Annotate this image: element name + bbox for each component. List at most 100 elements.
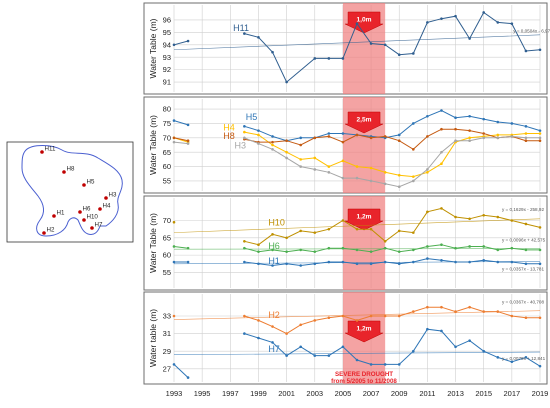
- data-point: [397, 250, 401, 253]
- data-point: [524, 248, 528, 252]
- data-point: [341, 159, 345, 163]
- data-point: [285, 354, 288, 357]
- data-point: [313, 250, 317, 253]
- data-point: [313, 156, 317, 160]
- data-point: [313, 136, 317, 140]
- data-point: [383, 363, 387, 366]
- data-point: [369, 179, 373, 183]
- data-point: [355, 319, 359, 322]
- y-tick-label: 29: [163, 347, 171, 356]
- data-point: [397, 139, 401, 142]
- data-point: [538, 139, 542, 142]
- data-point: [397, 229, 401, 233]
- data-point: [538, 364, 542, 368]
- data-point: [440, 150, 443, 154]
- data-point: [426, 210, 429, 214]
- data-point: [369, 363, 373, 366]
- x-tick-label: 2007: [363, 389, 380, 398]
- data-point: [299, 248, 302, 252]
- data-point: [327, 57, 331, 60]
- y-tick-label: 31: [163, 329, 171, 338]
- y-tick-label: 65: [163, 148, 171, 157]
- data-point: [510, 122, 514, 125]
- data-point: [341, 176, 345, 180]
- series-label: H7: [268, 344, 280, 354]
- well-marker-h2: [42, 231, 46, 235]
- data-point: [510, 135, 514, 138]
- y-tick-label: 96: [163, 16, 171, 25]
- data-point: [341, 314, 345, 318]
- series-line: [173, 328, 541, 378]
- x-tick-label: 2017: [504, 389, 521, 398]
- well-marker-h7: [90, 226, 94, 230]
- data-point: [172, 363, 176, 366]
- data-point: [454, 14, 457, 18]
- data-point: [440, 329, 443, 333]
- data-point: [496, 21, 500, 24]
- data-point: [538, 316, 542, 320]
- y-axis-label: Water Table (m): [148, 213, 158, 273]
- data-point: [510, 219, 514, 222]
- drop-arrow-label: 1,0m: [357, 16, 372, 23]
- data-point: [172, 136, 176, 140]
- data-point: [327, 260, 331, 264]
- data-point: [369, 42, 373, 45]
- data-point: [538, 248, 542, 252]
- drought-label-line1: SEVERE DROUGHT: [335, 371, 393, 378]
- data-point: [468, 139, 471, 142]
- data-point: [383, 171, 387, 174]
- y-tick-label: 95: [163, 28, 171, 37]
- data-point: [482, 214, 485, 217]
- data-point: [243, 332, 246, 335]
- data-point: [327, 135, 331, 138]
- data-point: [468, 37, 471, 40]
- series-label: H8: [223, 131, 235, 141]
- data-point: [412, 248, 415, 252]
- series-label: H10: [268, 217, 285, 227]
- data-point: [271, 325, 274, 328]
- data-point: [510, 360, 514, 364]
- well-label-h10: H10: [87, 214, 99, 221]
- data-point: [440, 207, 443, 210]
- well-marker-h6: [78, 210, 82, 214]
- y-tick-label: 93: [163, 53, 171, 62]
- data-point: [285, 150, 288, 154]
- data-point: [271, 140, 274, 144]
- trend-equation: y = 0,0367x - 40,708: [502, 300, 544, 305]
- data-point: [482, 259, 485, 262]
- data-point: [285, 80, 288, 84]
- data-point: [172, 245, 176, 248]
- data-point: [285, 156, 288, 160]
- drought-label-line2: from 5/2005 to 11/2008: [331, 378, 397, 385]
- drop-arrow: [344, 208, 384, 231]
- series-line: [244, 207, 541, 246]
- data-point: [271, 248, 274, 252]
- data-point: [243, 130, 246, 134]
- data-point: [313, 319, 317, 322]
- data-point: [482, 11, 485, 14]
- x-tick-label: 2019: [532, 389, 549, 398]
- data-point: [538, 136, 542, 140]
- data-point: [243, 32, 246, 35]
- data-point: [426, 21, 429, 24]
- series-h1: H1 y = 0,0357x - 13,781: [172, 256, 544, 272]
- trend-equation: y = 0,0079x + 12,841: [502, 356, 546, 361]
- x-tick-label: 2003: [306, 389, 323, 398]
- data-point: [468, 129, 471, 132]
- data-point: [454, 215, 457, 219]
- data-point: [327, 354, 331, 357]
- data-point: [327, 227, 331, 231]
- data-point: [426, 114, 429, 118]
- data-point: [257, 36, 260, 39]
- data-point: [186, 123, 190, 127]
- data-point: [482, 310, 485, 313]
- data-point: [271, 50, 274, 54]
- data-point: [412, 179, 415, 183]
- data-point: [172, 220, 176, 224]
- drop-arrow: [344, 320, 384, 343]
- data-point: [468, 217, 471, 221]
- data-point: [454, 246, 457, 250]
- data-point: [468, 260, 471, 264]
- data-point: [243, 125, 246, 128]
